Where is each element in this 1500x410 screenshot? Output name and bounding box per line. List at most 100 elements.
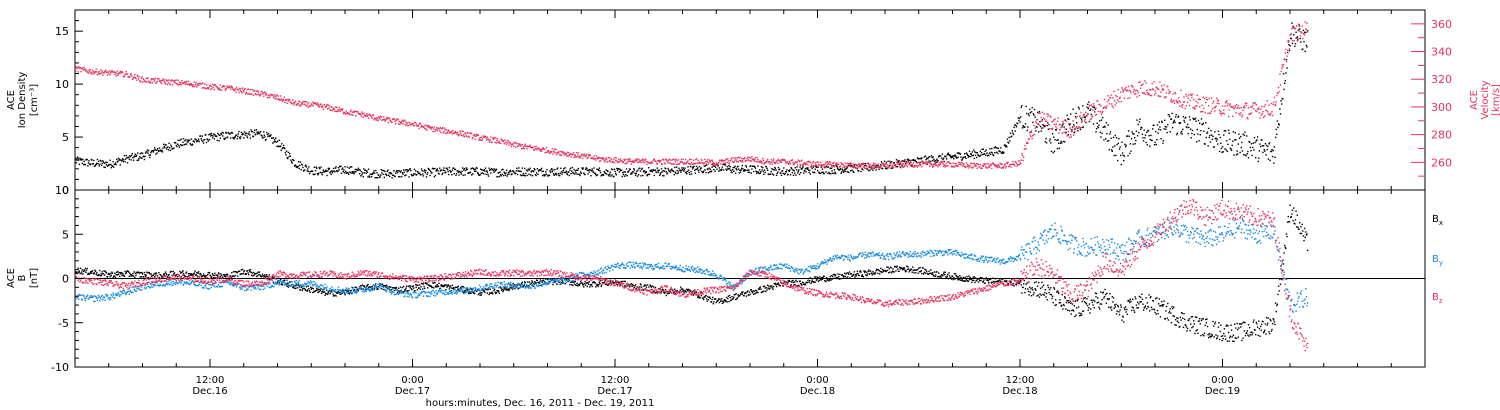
data-point	[1172, 93, 1174, 95]
data-point	[1044, 141, 1047, 143]
data-point	[369, 113, 371, 116]
data-point	[267, 97, 269, 99]
data-point	[213, 84, 215, 86]
data-point	[210, 85, 212, 88]
data-point	[1097, 100, 1099, 102]
tick-label: 360	[1431, 18, 1452, 31]
data-point	[649, 169, 651, 172]
data-point	[836, 165, 838, 167]
data-point	[753, 170, 755, 173]
data-point	[748, 169, 750, 171]
data-point	[1176, 133, 1178, 136]
data-point	[125, 73, 127, 75]
data-point	[79, 272, 81, 274]
data-point	[201, 139, 203, 141]
data-point	[437, 285, 440, 287]
data-point	[94, 165, 96, 167]
data-point	[84, 267, 86, 270]
data-point	[999, 150, 1001, 153]
data-point	[916, 157, 919, 159]
data-point	[910, 164, 913, 166]
data-point	[909, 162, 911, 164]
data-point	[420, 168, 423, 170]
data-point	[121, 274, 123, 277]
data-point	[617, 161, 619, 164]
data-point	[807, 167, 809, 169]
data-point	[355, 171, 357, 173]
data-point	[355, 168, 358, 171]
data-point	[75, 66, 77, 68]
data-point	[869, 167, 872, 169]
data-point	[115, 75, 117, 77]
data-point	[474, 168, 476, 170]
data-point	[707, 163, 710, 165]
data-point	[1282, 65, 1284, 68]
data-point	[1226, 100, 1228, 102]
data-point	[997, 164, 1000, 166]
data-point	[263, 131, 265, 133]
data-point	[1212, 135, 1214, 138]
data-point	[102, 273, 105, 275]
data-point	[258, 271, 261, 273]
data-point	[973, 149, 975, 151]
data-point	[611, 174, 613, 176]
data-point	[379, 176, 381, 178]
data-point	[695, 165, 698, 167]
data-point	[140, 271, 142, 274]
data-point	[601, 157, 603, 159]
data-point	[524, 281, 526, 284]
data-point	[831, 166, 833, 168]
data-point	[255, 90, 258, 92]
data-point	[993, 163, 995, 166]
data-point	[80, 158, 82, 160]
data-point	[1047, 113, 1050, 116]
data-point	[865, 165, 868, 167]
data-point	[991, 147, 993, 150]
data-point	[719, 163, 722, 165]
data-point	[1192, 107, 1194, 109]
data-point	[883, 160, 886, 162]
data-point	[462, 174, 464, 177]
data-point	[305, 289, 307, 291]
data-point	[554, 173, 557, 176]
data-point	[1186, 101, 1189, 104]
data-point	[502, 174, 505, 177]
data-point	[465, 167, 467, 169]
data-point	[272, 277, 274, 279]
data-point	[1129, 97, 1131, 99]
data-point	[282, 98, 285, 101]
data-point	[111, 272, 114, 274]
data-point	[386, 174, 388, 177]
data-point	[144, 275, 147, 278]
data-point	[130, 73, 132, 75]
data-point	[708, 167, 710, 169]
data-point	[1070, 113, 1072, 115]
data-point	[1040, 117, 1042, 119]
data-point	[1056, 148, 1059, 150]
data-point	[713, 163, 716, 165]
data-point	[374, 177, 376, 179]
data-point	[93, 72, 96, 74]
data-point	[167, 146, 169, 148]
data-point	[975, 165, 977, 167]
data-point	[1215, 97, 1218, 100]
data-point	[836, 162, 838, 164]
data-point	[272, 94, 274, 96]
data-point	[1049, 115, 1051, 117]
data-point	[308, 101, 310, 104]
data-point	[754, 159, 756, 161]
data-point	[1007, 142, 1010, 144]
data-point	[1041, 119, 1044, 121]
data-point	[1194, 117, 1197, 119]
data-point	[827, 172, 829, 175]
data-point	[408, 168, 411, 171]
data-point	[116, 274, 118, 276]
data-point	[845, 168, 848, 170]
data-point	[1234, 132, 1236, 134]
data-point	[562, 169, 564, 172]
data-point	[797, 170, 799, 173]
data-point	[684, 158, 687, 161]
data-point	[982, 164, 984, 167]
data-point	[449, 169, 451, 172]
data-point	[1034, 116, 1036, 118]
